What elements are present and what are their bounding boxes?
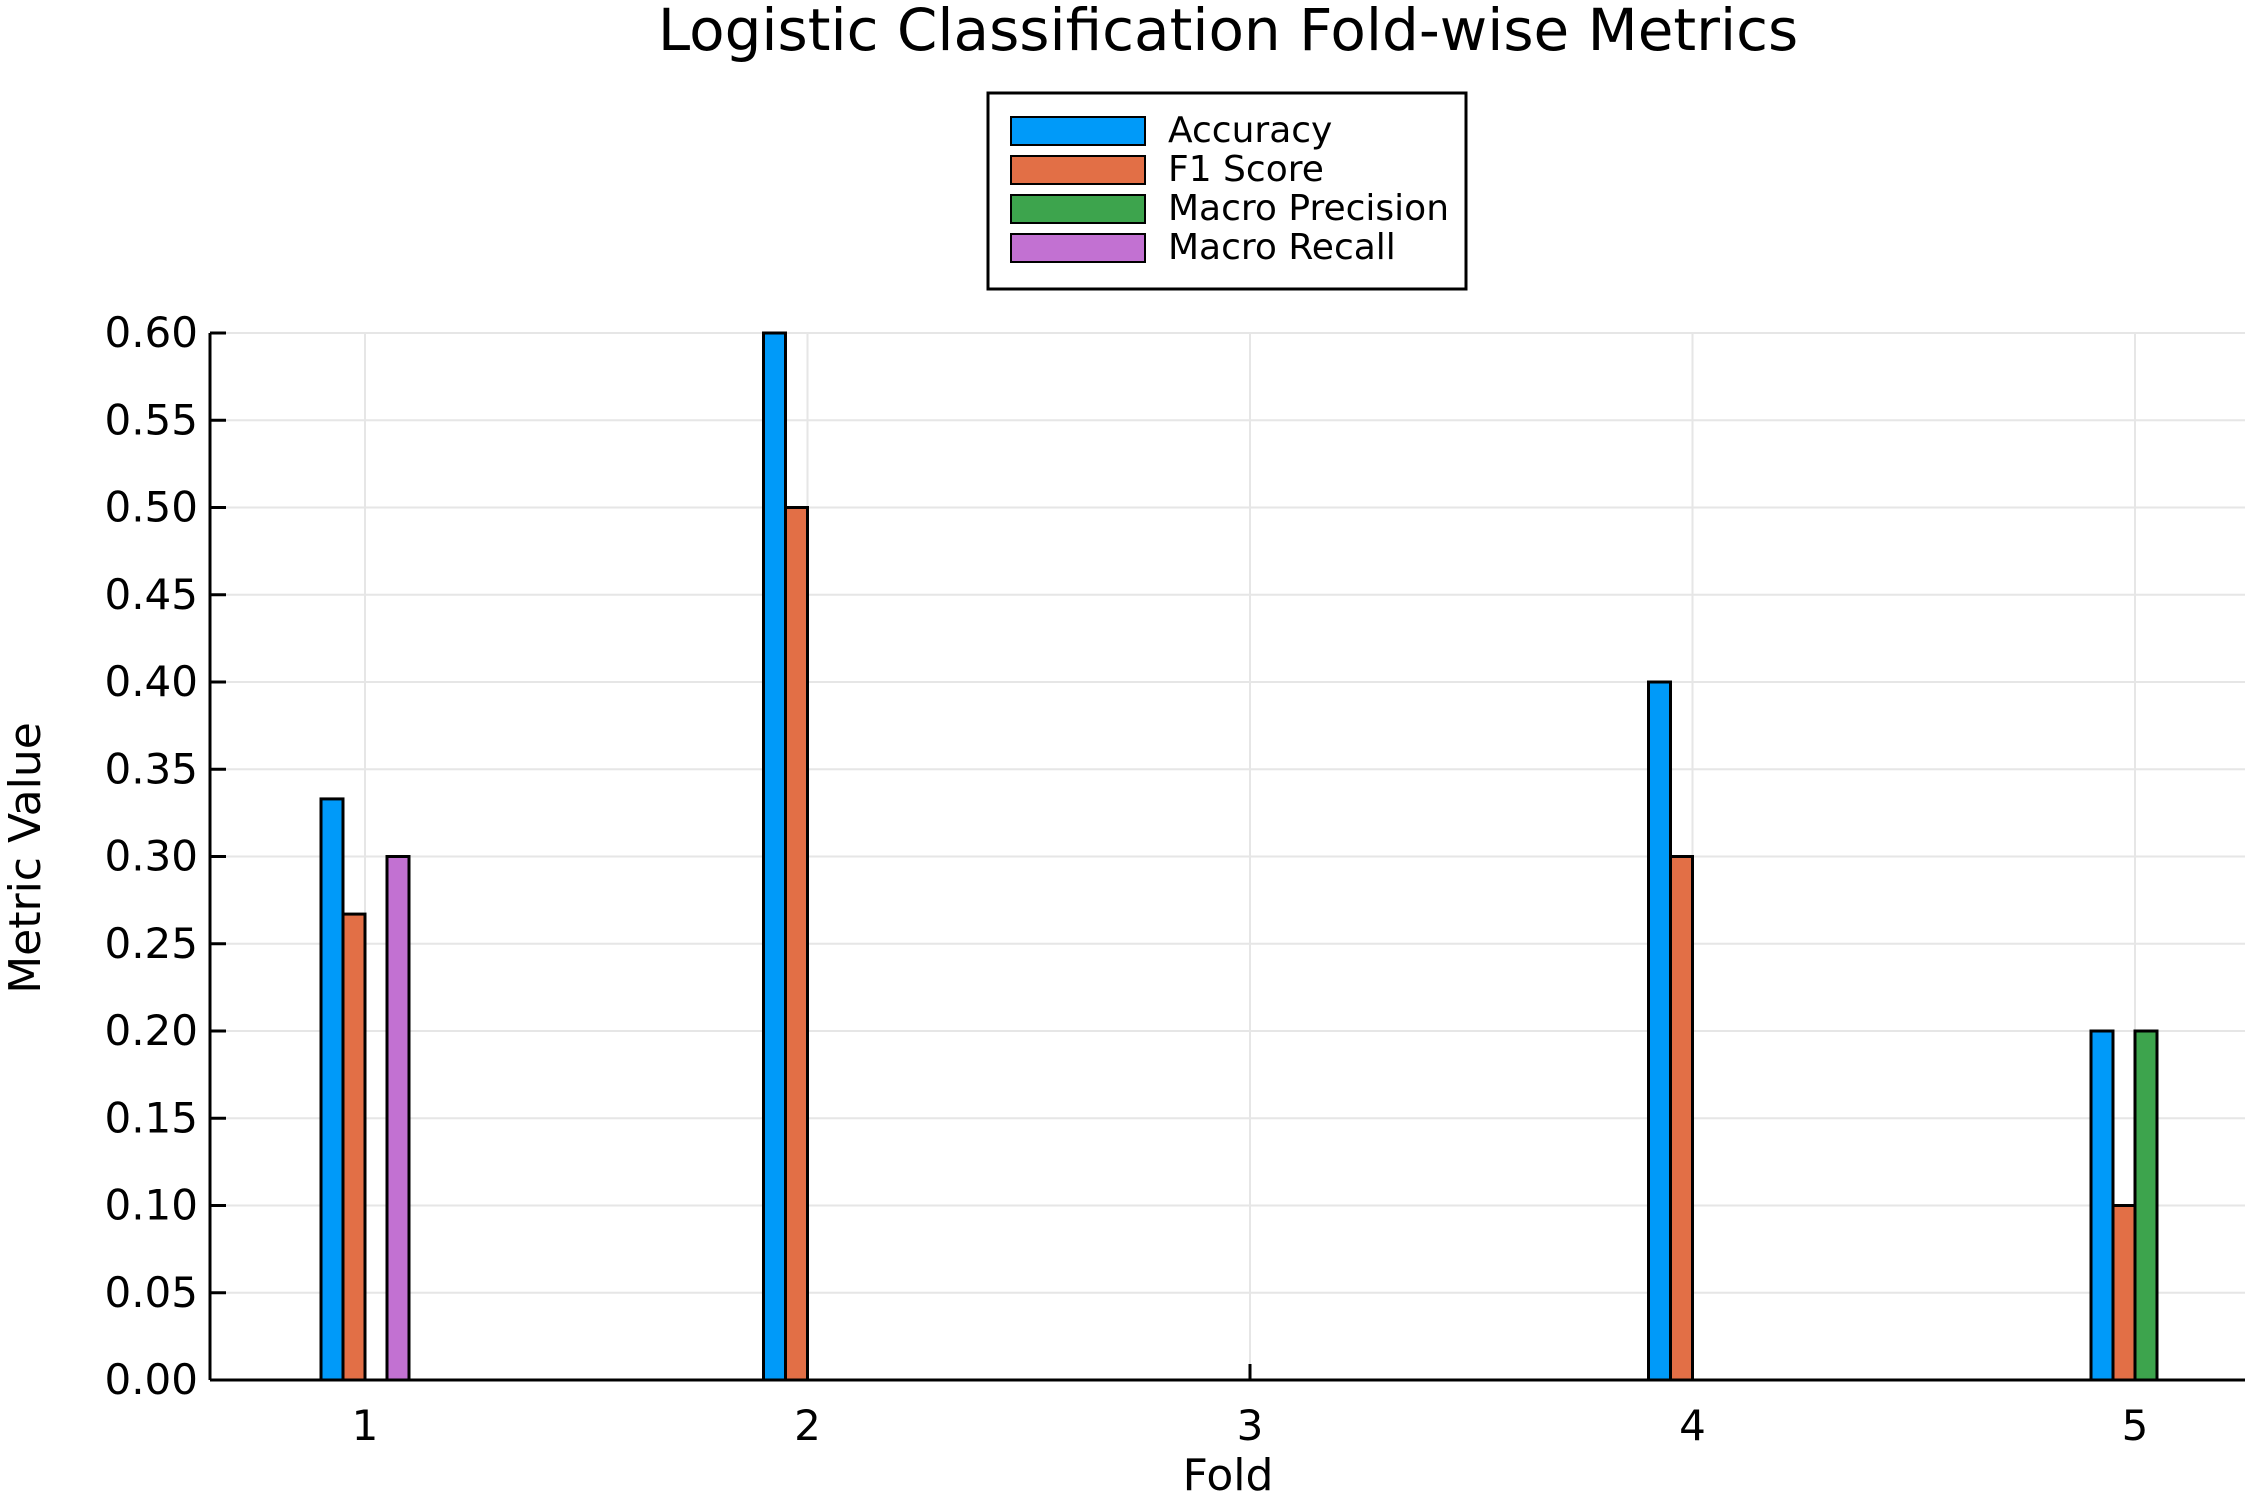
chart-title: Logistic Classification Fold-wise Metric…: [658, 0, 1798, 64]
bar-f1-score-fold-2: [784, 506, 809, 1382]
bar-f1-score-fold-5: [2111, 1204, 2137, 1382]
y-tick-label: 0.05: [104, 1268, 198, 1317]
bar-f1-score-fold-4: [1669, 855, 1694, 1382]
grid-lines: [210, 332, 2245, 1381]
legend-swatch: [1010, 116, 1146, 146]
y-tick-label: 0.50: [104, 483, 198, 532]
x-axis-label: Fold: [1183, 1450, 1274, 1500]
bar-macro-precision-fold-5: [2133, 1029, 2159, 1382]
bar-accuracy-fold-2: [762, 331, 787, 1382]
y-tick-label: 0.10: [104, 1181, 198, 1230]
y-tick-label: 0.35: [104, 744, 198, 793]
legend-label: Macro Recall: [1168, 227, 1396, 268]
tick-labels: 0.00 0.05 0.10 0.15 0.20 0.25 0.30 0.35 0.40 0.45…: [104, 308, 2148, 1450]
bar-accuracy-fold-5: [2089, 1029, 2115, 1382]
y-tick-label: 0.60: [104, 308, 198, 357]
x-tick-label: 4: [1679, 1401, 1706, 1450]
y-tick-label: 0.30: [104, 832, 198, 881]
y-tick-label: 0.45: [104, 570, 198, 619]
legend-label: Macro Precision: [1168, 188, 1449, 229]
bar-accuracy-fold-1: [319, 797, 345, 1382]
legend-swatch: [1010, 155, 1146, 185]
x-tick-label: 2: [794, 1401, 821, 1450]
axes: [208, 331, 2245, 1382]
bar-accuracy-fold-4: [1647, 680, 1672, 1382]
y-axis-label: Metric Value: [0, 722, 51, 994]
y-tick-label: 0.15: [104, 1093, 198, 1142]
x-tick-label: 5: [2122, 1401, 2149, 1450]
y-tick-label: 0.20: [104, 1006, 198, 1055]
x-tick-label: 1: [352, 1401, 379, 1450]
legend-swatch: [1010, 233, 1146, 263]
legend-swatch: [1010, 194, 1146, 224]
y-tick-label: 0.00: [104, 1355, 198, 1404]
y-tick-label: 0.40: [104, 657, 198, 706]
y-tick-label: 0.55: [104, 395, 198, 444]
legend-label: Accuracy: [1168, 110, 1332, 151]
bar-macro-recall-fold-1: [385, 855, 411, 1382]
x-tick-label: 3: [1237, 1401, 1264, 1450]
bar-f1-score-fold-1: [341, 912, 367, 1382]
legend-label: F1 Score: [1168, 149, 1324, 190]
y-tick-label: 0.25: [104, 919, 198, 968]
